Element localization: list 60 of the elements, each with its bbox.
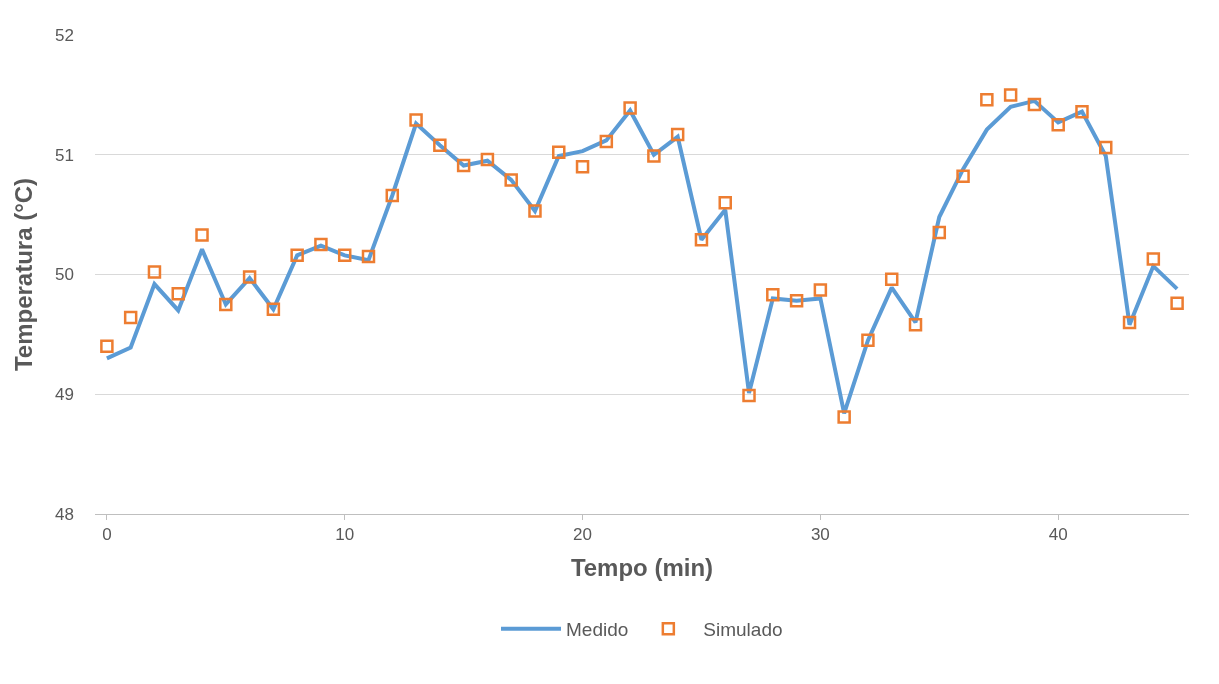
point xyxy=(1122,315,1137,330)
point xyxy=(385,188,400,203)
point xyxy=(409,113,423,127)
point xyxy=(789,294,804,308)
point xyxy=(694,233,709,247)
point xyxy=(1027,97,1042,112)
point xyxy=(195,228,209,242)
point xyxy=(980,92,994,107)
point xyxy=(647,149,661,163)
point xyxy=(337,248,352,263)
point xyxy=(1075,104,1089,119)
point xyxy=(242,270,257,284)
point xyxy=(433,138,447,152)
point xyxy=(123,310,138,325)
point xyxy=(623,101,637,115)
point xyxy=(599,134,614,149)
point xyxy=(100,339,114,354)
point xyxy=(504,173,518,187)
point xyxy=(219,297,233,312)
point xyxy=(314,237,328,252)
legend-label: Medido xyxy=(566,619,629,641)
x-tick-label: 30 xyxy=(810,525,830,545)
point xyxy=(290,248,304,263)
point xyxy=(1170,296,1184,310)
point xyxy=(171,286,185,301)
y-tick-label: 49 xyxy=(55,385,74,405)
point xyxy=(266,302,281,316)
point xyxy=(932,225,947,240)
point xyxy=(361,249,376,264)
x-axis-title: Tempo (min) xyxy=(570,553,714,581)
point xyxy=(813,283,828,297)
x-tick-label: 40 xyxy=(1048,525,1068,545)
point xyxy=(670,127,685,142)
x-tick-label: 0 xyxy=(102,525,112,545)
point xyxy=(956,169,970,184)
x-tick-label: 10 xyxy=(335,525,355,545)
x-tick-label: 20 xyxy=(573,525,592,545)
point xyxy=(861,333,875,348)
point xyxy=(837,410,851,424)
y-tick-label: 48 xyxy=(55,504,74,524)
y-tick-label: 50 xyxy=(55,265,74,285)
y-tick-label: 51 xyxy=(55,145,74,165)
y-axis-title: Temperatura (°C) xyxy=(10,177,38,372)
point xyxy=(908,318,923,332)
point xyxy=(552,145,566,160)
point xyxy=(718,195,732,210)
point xyxy=(1146,252,1161,266)
point xyxy=(1003,88,1018,102)
point xyxy=(884,272,899,287)
point xyxy=(1099,140,1113,155)
point xyxy=(147,265,162,279)
point xyxy=(456,158,471,173)
point xyxy=(1051,118,1065,132)
point xyxy=(528,204,542,218)
point xyxy=(575,159,590,174)
point xyxy=(742,388,756,403)
point xyxy=(480,152,495,167)
y-tick-label: 52 xyxy=(55,25,74,45)
point xyxy=(766,288,780,302)
legend-label: Simulado xyxy=(703,619,783,641)
